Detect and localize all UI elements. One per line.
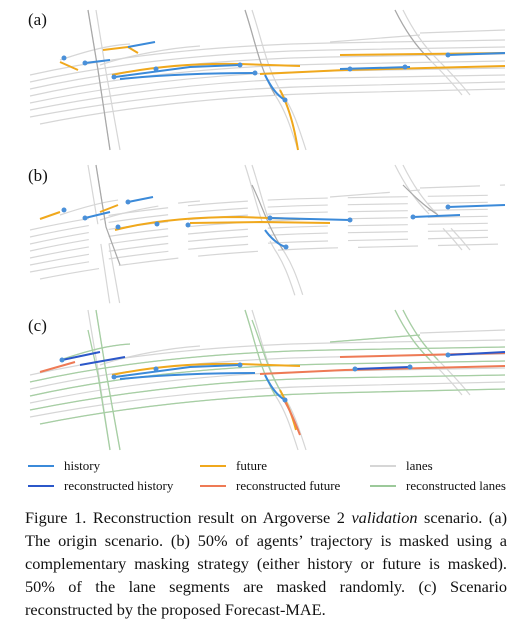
- legend-item-history: history: [28, 458, 100, 474]
- legend-swatch-future: [200, 465, 226, 467]
- legend-item-reconstructed-history: reconstructed history: [28, 478, 173, 494]
- caption-suffix: scenario. (a) The origin scenario. (b) 5…: [25, 508, 507, 619]
- caption-emphasis: validation: [351, 508, 418, 527]
- figure-illustration: [29, 9, 506, 451]
- legend-label-reconstructed-future: reconstructed future: [236, 478, 341, 493]
- legend-item-lanes: lanes: [370, 458, 433, 474]
- legend-swatch-reconstructed-future: [200, 485, 226, 487]
- legend-label-lanes: lanes: [406, 458, 433, 473]
- legend-label-reconstructed-lanes: reconstructed lanes: [406, 478, 506, 493]
- legend-swatch-reconstructed-history: [28, 485, 54, 487]
- panel-a-scene: [29, 9, 506, 151]
- caption-prefix: Figure 1. Reconstruction result on Argov…: [25, 508, 352, 527]
- panel-c-scene: [29, 309, 506, 451]
- legend-swatch-history: [28, 465, 54, 467]
- legend-item-future: future: [200, 458, 267, 474]
- panel-label-c: (c): [28, 316, 47, 335]
- legend-item-reconstructed-lanes: reconstructed lanes: [370, 478, 506, 494]
- figure-caption: Figure 1. Reconstruction result on Argov…: [25, 506, 507, 621]
- panel-label-b: (b): [28, 166, 48, 185]
- legend-label-reconstructed-history: reconstructed history: [64, 478, 174, 493]
- legend-swatch-reconstructed-lanes: [370, 485, 396, 487]
- legend-item-reconstructed-future: reconstructed future: [200, 478, 340, 494]
- panel-label-a: (a): [28, 10, 47, 29]
- legend-swatch-lanes: [370, 465, 396, 467]
- panel-b-scene: [29, 164, 506, 306]
- legend-label-history: history: [64, 458, 101, 473]
- legend-label-future: future: [236, 458, 268, 473]
